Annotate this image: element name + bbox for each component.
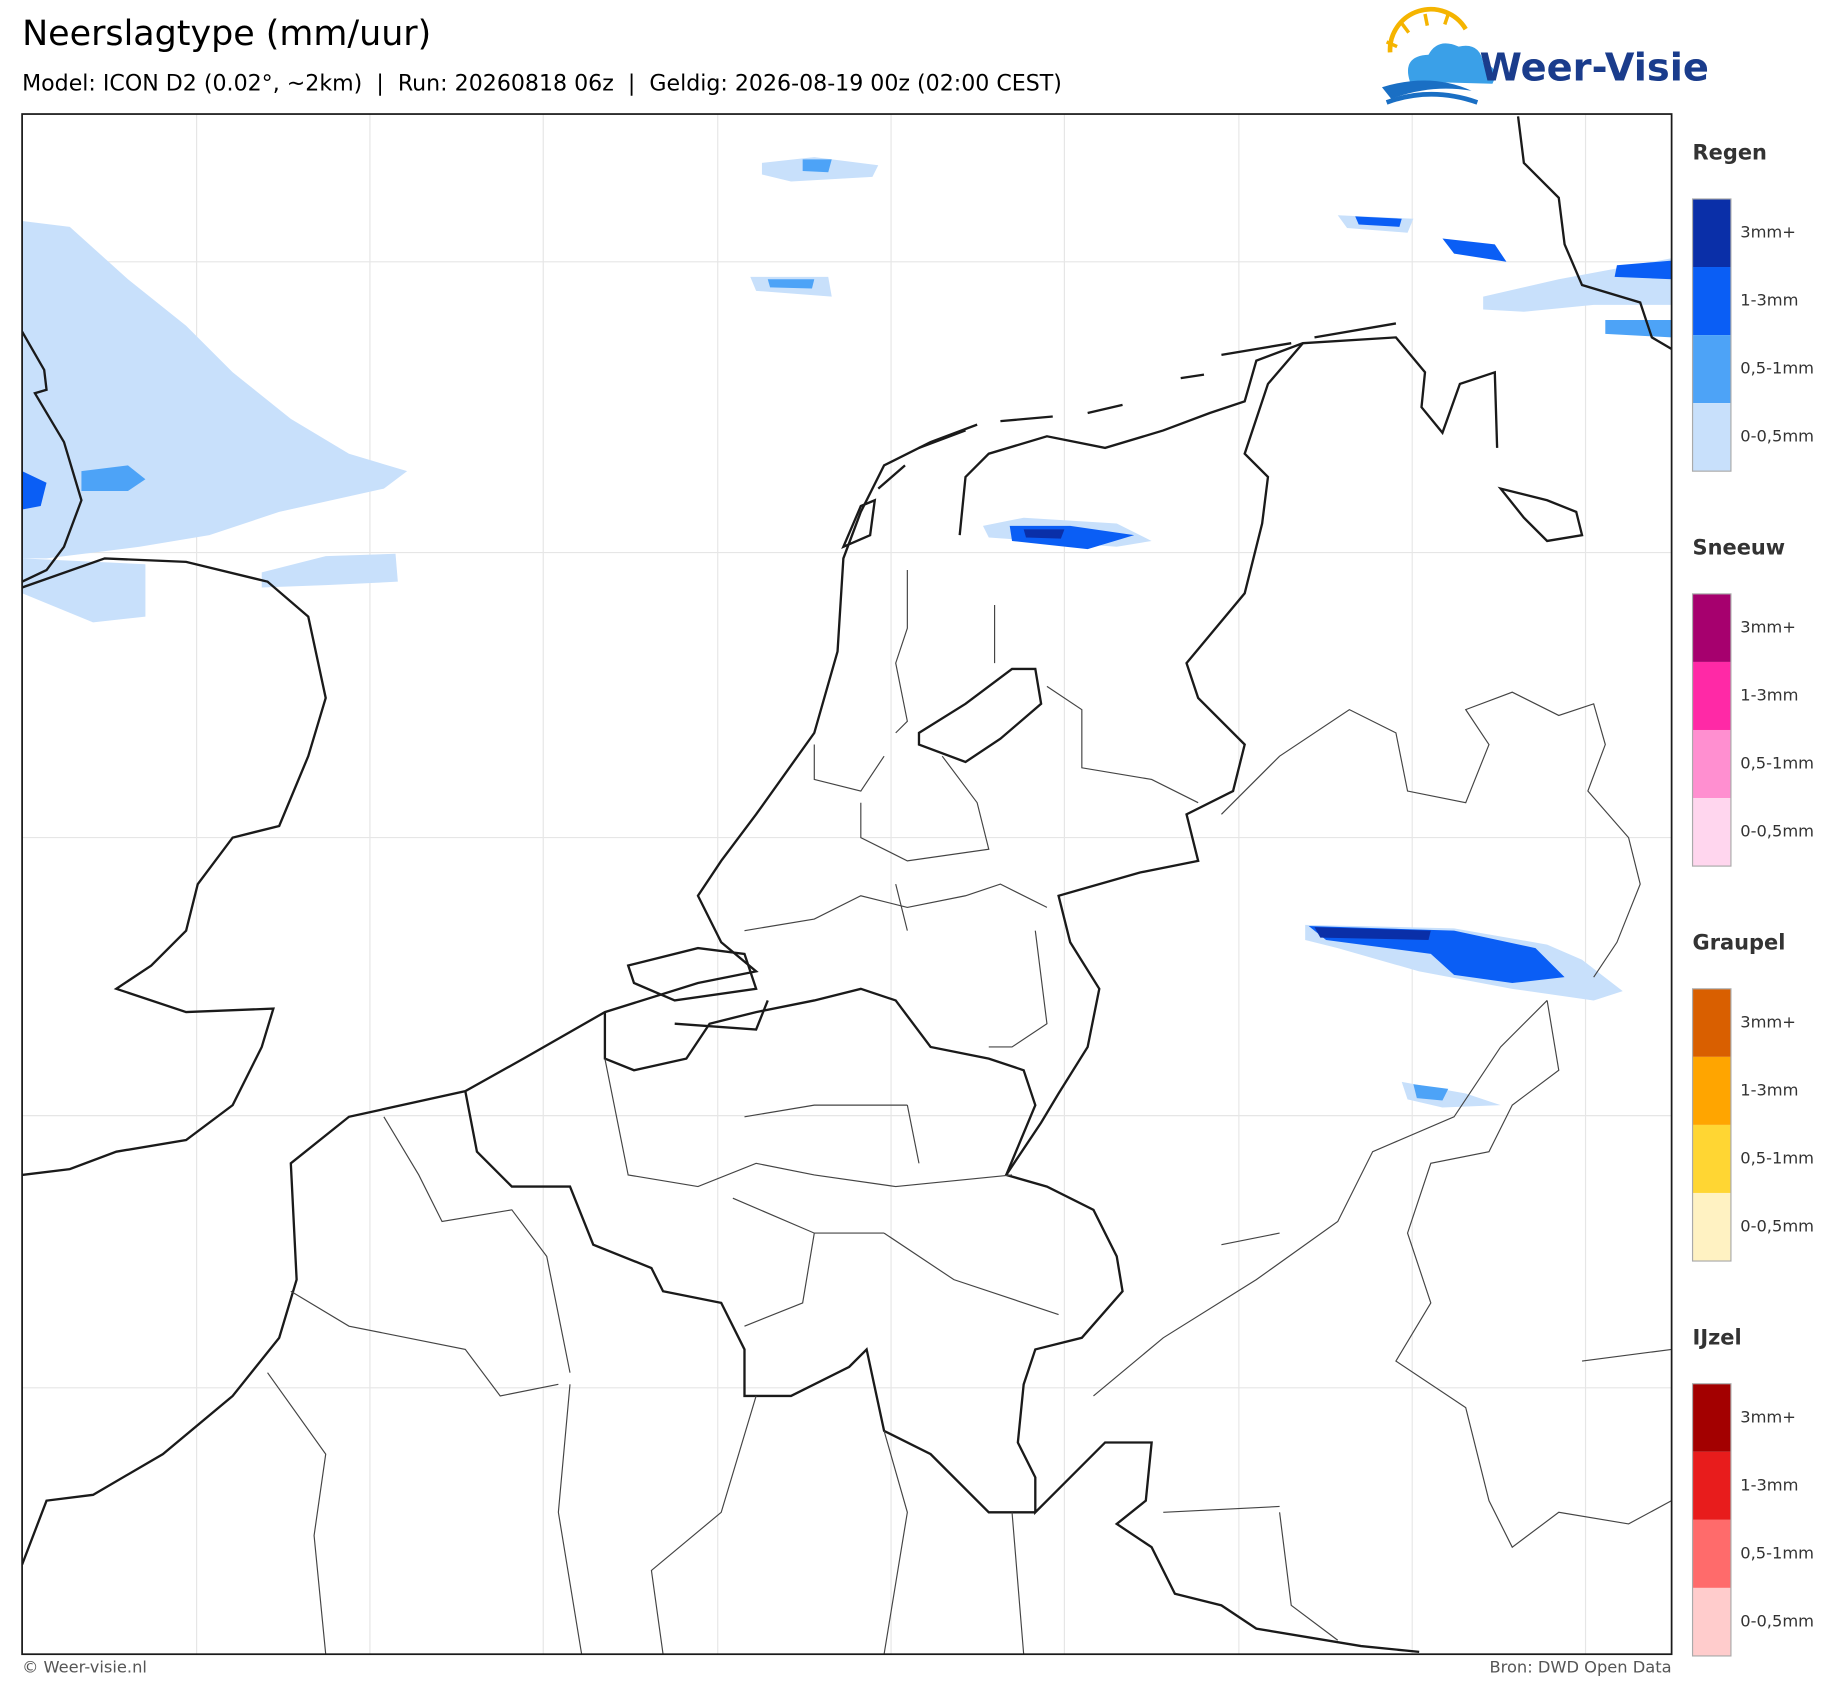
legend-swatch: [1692, 798, 1731, 867]
precipitation-shape: [1023, 529, 1065, 539]
legend-swatch: [1692, 335, 1731, 404]
legend-swatch: [1692, 198, 1731, 268]
coastline-shape: [1497, 486, 1584, 543]
legend-label: 1-3mm: [1740, 291, 1798, 310]
legend-label: 0,5-1mm: [1740, 1543, 1814, 1562]
precipitation-shape: [802, 159, 832, 173]
precipitation-shape: [1413, 1084, 1449, 1101]
logo-shape-shape: [1423, 13, 1430, 26]
logo-shape: [1407, 43, 1496, 84]
precipitation-shape: [81, 465, 146, 491]
legend-label: 0-0,5mm: [1740, 1216, 1814, 1235]
legend-bar-frame: [1691, 593, 1732, 867]
coastline-shape: [22, 423, 978, 1566]
legend-swatch: [1692, 729, 1731, 799]
footer-right: Bron: DWD Open Data: [1489, 1658, 1671, 1677]
precipitation-shape: [1355, 216, 1402, 227]
logo-shape-shape: [1385, 40, 1398, 49]
legend-label: 1-3mm: [1740, 1475, 1798, 1494]
precipitation-shape: [261, 553, 398, 588]
legend-label: 0-0,5mm: [1740, 427, 1814, 446]
legend-swatch: [1692, 1192, 1731, 1262]
legend-swatch: [1692, 1519, 1731, 1588]
legend-label: 0-0,5mm: [1740, 1611, 1814, 1630]
borders-shape: [603, 987, 1037, 1176]
logo-shape: [1381, 80, 1472, 99]
legend-swatch: [1692, 403, 1731, 472]
map: [22, 114, 1672, 1655]
coastline-shape: [841, 322, 1397, 550]
legend-label: 1-3mm: [1740, 685, 1798, 704]
precipitation-shape: [22, 471, 47, 510]
precipitation-shape: [22, 221, 408, 559]
coastline-shape: [1516, 116, 1672, 351]
precipitation-shape: [1308, 926, 1565, 983]
legend-label: 0,5-1mm: [1740, 754, 1814, 773]
legend-label: 3mm+: [1740, 1012, 1796, 1031]
legend-bar-frame: [1691, 198, 1732, 472]
precipitation-shape: [1314, 927, 1431, 940]
borders-shape: [1004, 342, 1420, 1654]
logo: Weer-Visie: [1381, 6, 1709, 105]
coastline: [22, 116, 1672, 1566]
graticule: [22, 114, 1672, 1655]
legend-swatch: [1692, 593, 1731, 662]
borders-shape: [744, 570, 1199, 1048]
legend-label: 3mm+: [1740, 617, 1796, 636]
logo-shape: [1385, 13, 1450, 49]
precipitation: [22, 157, 1672, 1108]
coastline-shape: [22, 330, 83, 583]
precipitation-shape: [1605, 319, 1672, 338]
footer-left: © Weer-visie.nl: [22, 1658, 147, 1677]
logo-shape: [1387, 6, 1468, 53]
borders-shape: [464, 1090, 1036, 1514]
legend-label: 0-0,5mm: [1740, 822, 1814, 841]
legend-swatch: [1692, 988, 1731, 1057]
legend-bar-frame: [1691, 1383, 1732, 1657]
coastline-shape: [22, 557, 327, 1177]
legend-label: 3mm+: [1740, 1407, 1796, 1426]
legend-swatch: [1692, 1124, 1731, 1193]
precipitation-shape: [767, 279, 815, 289]
legend-title: Graupel: [1693, 930, 1786, 954]
coastline-shape: [958, 336, 1499, 536]
subtitle: Model: ICON D2 (0.02°, ~2km) | Run: 2026…: [22, 70, 1062, 96]
precipitation-shape: [22, 558, 146, 623]
borders: [267, 342, 1672, 1655]
precipitation-shape: [1442, 238, 1507, 262]
legend-swatch: [1692, 267, 1731, 336]
legend-swatch: [1692, 1056, 1731, 1125]
logo-text: Weer-Visie: [1480, 45, 1709, 90]
map-frame: [21, 113, 1673, 1656]
legend-title: Regen: [1693, 141, 1767, 165]
legend-swatch: [1692, 1587, 1731, 1656]
coastline-shape: [917, 667, 1043, 764]
legend-label: 0,5-1mm: [1740, 359, 1814, 378]
legend-title: Sneeuw: [1693, 536, 1786, 560]
borders-shape: [267, 1058, 1059, 1655]
legend-swatch: [1692, 661, 1731, 730]
borders-shape: [1093, 691, 1672, 1641]
legend-label: 1-3mm: [1740, 1080, 1798, 1099]
legend-title: IJzel: [1693, 1325, 1742, 1349]
legend-bar-frame: [1691, 988, 1732, 1262]
legend-swatch: [1692, 1383, 1731, 1452]
title: Neerslagtype (mm/uur): [22, 14, 431, 54]
legend: Regen 3mm+ 1-3mm 0,5-1mm 0-0,5mm Sneeuw 3mm+ 1-…: [1691, 141, 1814, 1657]
precipitation-shape: [1614, 260, 1672, 280]
legend-label: 3mm+: [1740, 222, 1796, 241]
logo-shape-shape: [1443, 13, 1450, 26]
legend-label: 0,5-1mm: [1740, 1148, 1814, 1167]
coastline-shape: [626, 946, 769, 1031]
legend-swatch: [1692, 1451, 1731, 1520]
logo-shape-shape: [1400, 22, 1411, 34]
logo-shape: [1385, 91, 1479, 105]
